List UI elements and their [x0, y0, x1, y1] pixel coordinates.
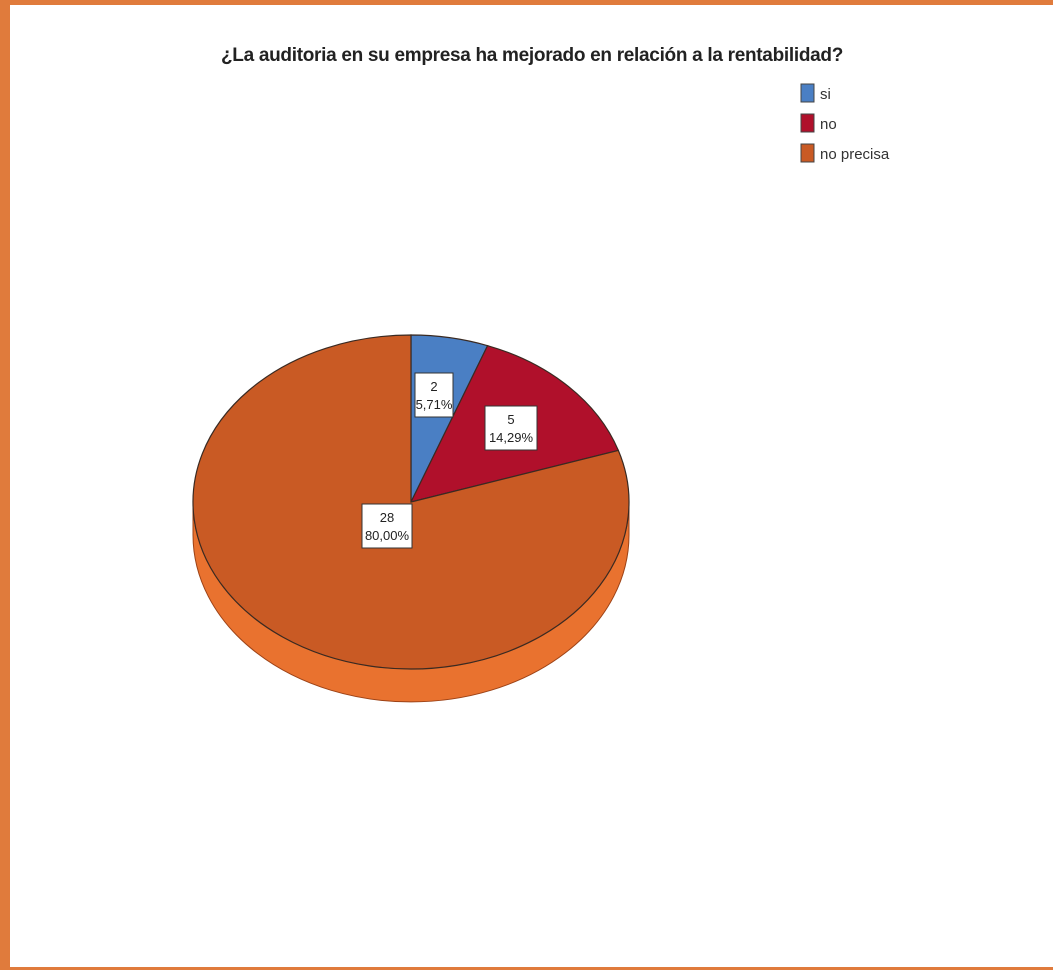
- pie-data-labels: 2 5,71% 5 14,29% 28 80,00%: [361, 372, 538, 549]
- data-label-count: 2: [430, 379, 437, 394]
- chart-title: ¿La auditoria en su empresa ha mejorado …: [221, 45, 843, 66]
- legend-item-no: no: [800, 113, 837, 133]
- data-label-box: [484, 405, 538, 451]
- data-label-box: [361, 503, 413, 549]
- data-label-count: 5: [507, 412, 514, 427]
- data-label-percent: 5,71%: [416, 397, 453, 412]
- data-label-percent: 14,29%: [489, 430, 534, 445]
- pie-slices: [192, 334, 630, 670]
- legend-swatch: [800, 143, 815, 163]
- data-label-no-precisa: 28 80,00%: [361, 503, 413, 549]
- legend-item-si: si: [800, 83, 831, 103]
- legend-label: si: [820, 86, 831, 103]
- data-label-count: 28: [380, 510, 394, 525]
- pie-slice-no-precisa: [192, 334, 630, 670]
- legend-label: no: [820, 116, 837, 133]
- data-label-box: [414, 372, 454, 418]
- legend-swatch: [800, 113, 815, 133]
- data-label-no: 5 14,29%: [484, 405, 538, 451]
- legend-item-no-precisa: no precisa: [800, 143, 890, 163]
- data-label-percent: 80,00%: [365, 528, 410, 543]
- legend-label: no precisa: [820, 146, 890, 163]
- legend-swatch: [800, 83, 815, 103]
- data-label-si: 2 5,71%: [414, 372, 454, 418]
- legend: si no no precisa: [800, 83, 890, 163]
